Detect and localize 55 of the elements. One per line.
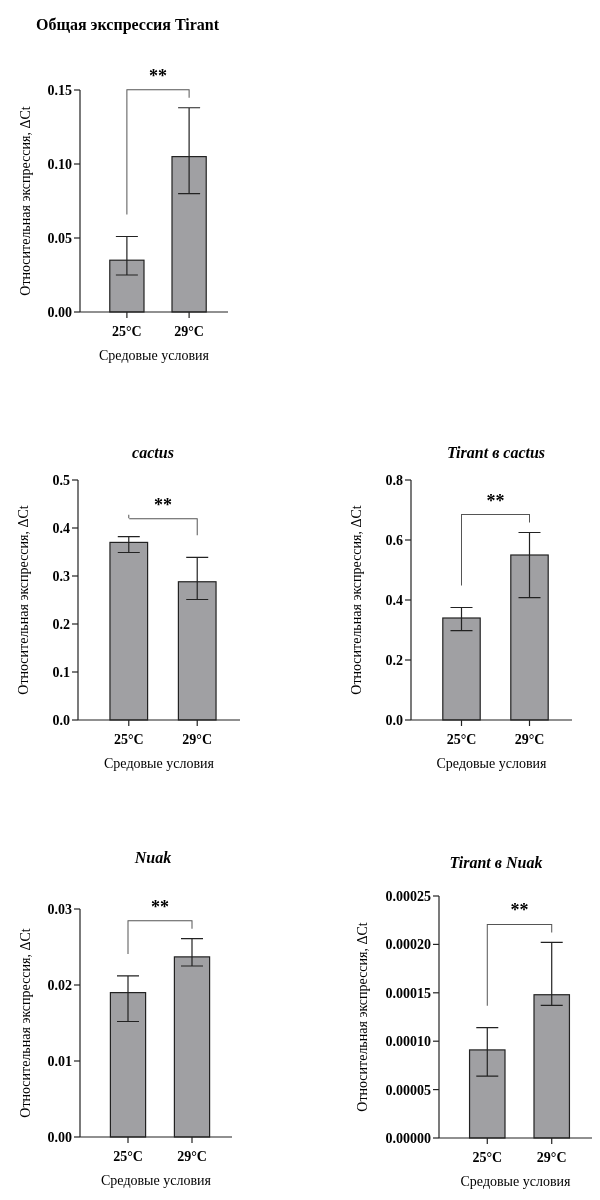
- y-tick-label: 0.10: [47, 156, 72, 172]
- text: **: [149, 65, 167, 86]
- chart-title: Tirant в Nuak: [449, 854, 543, 871]
- y-tick-label: 0.0: [52, 712, 70, 728]
- y-tick-label: 0.0: [385, 712, 403, 728]
- x-tick-label: 25°C: [113, 1149, 143, 1164]
- x-tick-label: 25°C: [112, 324, 142, 339]
- x-tick-label: 29°C: [182, 732, 213, 747]
- y-tick-label: 0.2: [385, 652, 403, 668]
- y-tick-label: 0.3: [52, 568, 70, 584]
- chart-title: Общая экспрессия Tirant: [36, 16, 220, 34]
- x-axis-title: Средовые условия: [104, 756, 215, 771]
- y-axis-title: Относительная экспрессия, ΔCt: [349, 505, 364, 695]
- y-tick-label: 0.1: [52, 664, 70, 680]
- y-tick-label: 0.4: [385, 592, 403, 608]
- y-tick-label: 0.8: [385, 472, 403, 488]
- x-tick-label: 29°C: [174, 324, 204, 339]
- x-tick-label: 25°C: [113, 732, 144, 747]
- y-tick-label: 0.03: [47, 901, 72, 917]
- x-axis-title: Средовые условия: [99, 348, 210, 363]
- chart-title: cactus: [132, 444, 174, 461]
- chart-title: Nuak: [133, 849, 172, 866]
- y-tick-label: 0.05: [47, 230, 72, 246]
- annotation: **: [151, 896, 169, 917]
- y-axis-title: Относительная экспрессия, ΔCt: [18, 106, 33, 296]
- x-tick-label: 29°C: [177, 1149, 207, 1164]
- y-tick-label: 0.00020: [385, 937, 431, 953]
- y-tick-label: 0.6: [385, 532, 403, 548]
- y-tick-label: 0.01: [47, 1053, 72, 1069]
- x-axis-title: Средовые условия: [436, 756, 548, 771]
- y-tick-label: 0.00025: [385, 888, 431, 904]
- x-tick-label: 29°C: [514, 732, 545, 747]
- y-axis-title: Относительная экспрессия, ΔCt: [16, 505, 31, 695]
- x-axis-title: Средовые условия: [460, 1174, 572, 1189]
- y-tick-label: 0.00015: [385, 985, 431, 1001]
- y-tick-label: 0.00000: [385, 1130, 431, 1146]
- y-tick-label: 0.02: [47, 977, 72, 993]
- y-tick-label: 0.00010: [385, 1034, 431, 1050]
- y-axis-title: Относительная экспрессия, ΔCt: [355, 922, 370, 1112]
- x-tick-label: 25°C: [472, 1150, 503, 1165]
- y-tick-label: 0.00: [47, 304, 72, 320]
- y-axis-title: Относительная экспрессия, ΔCt: [18, 928, 33, 1118]
- x-tick-label: 29°C: [536, 1150, 567, 1165]
- chart-title: Tirant в cactus: [446, 444, 546, 461]
- annotation: **: [486, 490, 505, 511]
- y-tick-label: 0.2: [52, 616, 70, 632]
- y-tick-label: 0.00005: [385, 1082, 431, 1098]
- annotation: **: [154, 494, 172, 515]
- x-tick-label: 25°C: [446, 732, 477, 747]
- y-tick-label: 0.00: [47, 1129, 72, 1145]
- annotation: **: [510, 900, 529, 921]
- y-tick-label: 0.5: [52, 472, 70, 488]
- y-tick-label: 0.4: [52, 520, 70, 536]
- y-tick-label: 0.15: [47, 82, 72, 98]
- x-axis-title: Средовые условия: [101, 1173, 212, 1188]
